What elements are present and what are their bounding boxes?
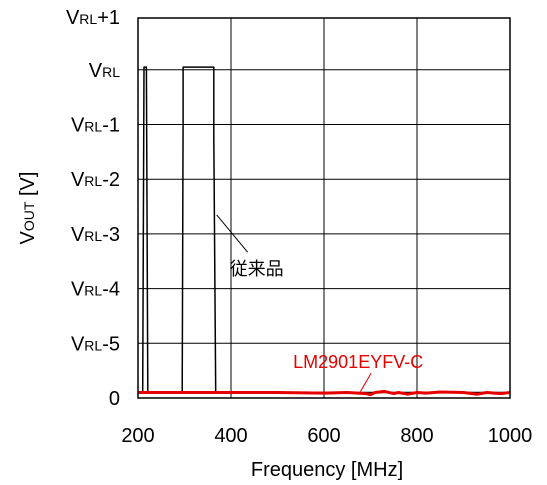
y-axis-label-text: VOUT [V] <box>17 172 39 245</box>
y-tick-label-6: VRL <box>89 60 120 82</box>
x-tick-label-1: 400 <box>214 425 247 447</box>
y-tick-label-0: 0 <box>109 388 120 410</box>
x-axis-label: Frequency [MHz] <box>251 459 403 481</box>
x-tick-labels: 200 400 600 800 1000 <box>121 425 532 447</box>
grid-lines <box>138 18 510 398</box>
annotation-label-conventional: 従来品 <box>230 259 284 279</box>
y-tick-labels: 0 VRL-5 VRL-4 VRL-3 VRL-2 VRL-1 VRL VRL+1 <box>66 7 120 410</box>
y-tick-label-7: VRL+1 <box>66 7 120 29</box>
x-tick-label-4: 1000 <box>488 425 533 447</box>
annotation-leader-lm2901eyfv-c <box>361 373 372 391</box>
x-tick-label-0: 200 <box>121 425 154 447</box>
y-tick-label-4: VRL-2 <box>71 169 120 191</box>
series-line-lm2901eyfv-c <box>138 391 510 394</box>
x-tick-label-3: 800 <box>400 425 433 447</box>
x-tick-label-2: 600 <box>307 425 340 447</box>
y-tick-label-1: VRL-5 <box>71 333 120 355</box>
y-axis-label: VOUT [V] <box>17 172 39 245</box>
annotations-group: 従来品 LM2901EYFV-C <box>217 215 423 391</box>
y-tick-label-5: VRL-1 <box>71 115 120 137</box>
annotation-label-lm2901eyfv-c: LM2901EYFV-C <box>293 352 423 372</box>
y-tick-label-3: VRL-3 <box>71 224 120 246</box>
y-tick-label-2: VRL-4 <box>71 279 120 301</box>
